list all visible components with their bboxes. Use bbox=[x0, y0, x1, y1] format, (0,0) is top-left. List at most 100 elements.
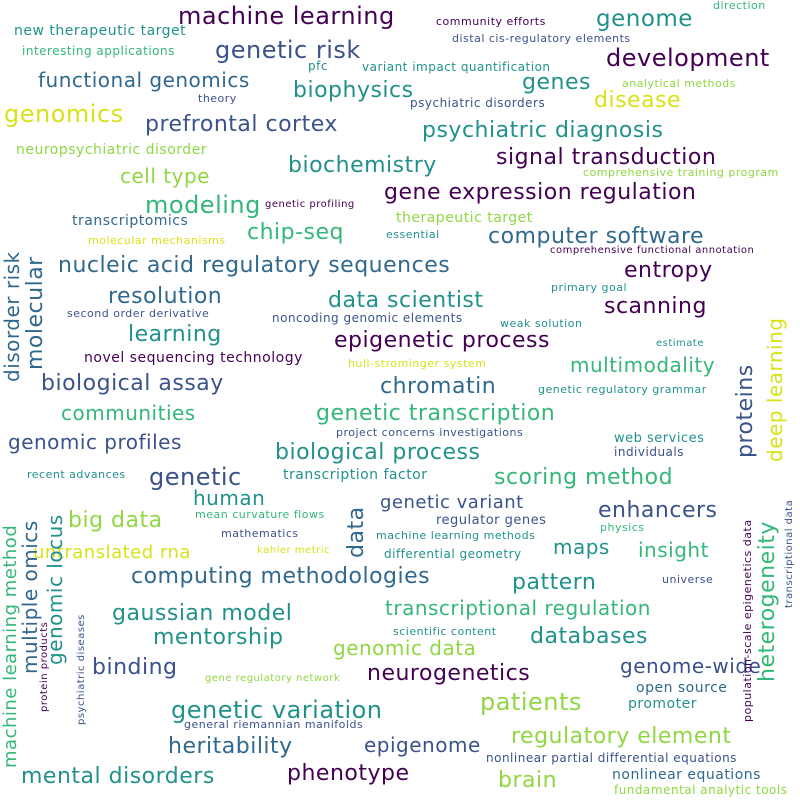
cloud-word: resolution bbox=[108, 284, 223, 309]
cloud-word: transcriptomics bbox=[72, 213, 189, 229]
cloud-word: recent advances bbox=[27, 468, 126, 481]
cloud-word: weak solution bbox=[500, 317, 583, 330]
cloud-word: cell type bbox=[120, 164, 210, 188]
cloud-word: differential geometry bbox=[384, 547, 522, 561]
cloud-word: heritability bbox=[168, 734, 293, 759]
cloud-word: epigenetic process bbox=[334, 328, 550, 353]
cloud-word: machine learning bbox=[178, 2, 395, 30]
cloud-word: general riemannian manifolds bbox=[184, 718, 364, 731]
cloud-word: brain bbox=[498, 768, 558, 793]
cloud-word: gene expression regulation bbox=[384, 180, 697, 205]
cloud-word: therapeutic target bbox=[396, 210, 533, 226]
cloud-word: universe bbox=[662, 573, 714, 586]
cloud-word: computer software bbox=[488, 224, 705, 249]
cloud-word: genetic variation bbox=[171, 696, 383, 724]
cloud-word: prefrontal cortex bbox=[145, 112, 338, 137]
cloud-word: gene regulatory network bbox=[205, 673, 341, 684]
cloud-word: mental disorders bbox=[21, 764, 215, 789]
cloud-word: chromatin bbox=[380, 374, 497, 399]
cloud-word: genes bbox=[522, 70, 591, 95]
cloud-word: individuals bbox=[614, 445, 684, 459]
cloud-word: scoring method bbox=[494, 465, 674, 490]
cloud-word: insight bbox=[638, 538, 709, 562]
cloud-word: mentorship bbox=[153, 625, 284, 650]
cloud-word: psychiatric disorders bbox=[410, 96, 546, 110]
cloud-word: regulatory element bbox=[511, 724, 732, 749]
cloud-word: functional genomics bbox=[38, 68, 250, 92]
cloud-word: direction bbox=[713, 0, 766, 12]
cloud-word: disorder risk bbox=[0, 251, 24, 382]
cloud-word: learning bbox=[128, 322, 222, 347]
cloud-word: big data bbox=[68, 508, 163, 533]
cloud-word: molecular mechanisms bbox=[88, 234, 226, 247]
cloud-word: pfc bbox=[308, 59, 328, 73]
cloud-word: mathematics bbox=[221, 527, 299, 540]
cloud-word: genomic data bbox=[333, 636, 477, 660]
cloud-word: neuropsychiatric disorder bbox=[16, 142, 208, 158]
cloud-word: computing methodologies bbox=[131, 564, 431, 589]
cloud-word: fundamental analytic tools bbox=[614, 783, 788, 797]
cloud-word: scientific content bbox=[393, 625, 497, 638]
cloud-word: nonlinear partial differential equations bbox=[486, 751, 737, 765]
cloud-word: untranslated rna bbox=[33, 542, 191, 563]
cloud-word: heterogeneity bbox=[755, 521, 780, 682]
cloud-word: genetic bbox=[149, 463, 242, 491]
cloud-word: genetic regulatory grammar bbox=[538, 383, 707, 396]
cloud-word: comprehensive functional annotation bbox=[550, 245, 755, 256]
cloud-word: machine learning methods bbox=[376, 529, 536, 542]
cloud-word: open source bbox=[636, 680, 728, 696]
cloud-word: physics bbox=[600, 521, 645, 534]
cloud-word: epigenome bbox=[364, 733, 481, 757]
cloud-word: genome bbox=[596, 6, 693, 32]
cloud-word: pattern bbox=[512, 570, 597, 595]
cloud-word: project concerns investigations bbox=[336, 426, 524, 439]
cloud-word: transcriptional regulation bbox=[385, 596, 651, 620]
cloud-word: chip-seq bbox=[247, 220, 345, 245]
cloud-word: genetic transcription bbox=[316, 401, 556, 426]
cloud-word: biophysics bbox=[293, 78, 414, 103]
cloud-word: proteins bbox=[733, 364, 758, 458]
cloud-word: entropy bbox=[624, 258, 713, 283]
cloud-word: nonlinear equations bbox=[612, 767, 761, 783]
cloud-word: development bbox=[606, 44, 770, 72]
cloud-word: protein products bbox=[39, 621, 50, 712]
cloud-word: binding bbox=[92, 655, 178, 680]
cloud-word: disease bbox=[594, 88, 682, 113]
cloud-word: primary goal bbox=[551, 281, 628, 294]
cloud-word: transcription factor bbox=[283, 467, 428, 483]
cloud-word: analytical methods bbox=[622, 77, 736, 90]
cloud-word: modeling bbox=[145, 191, 261, 219]
cloud-word: estimate bbox=[656, 338, 705, 349]
cloud-word: genome-wide bbox=[620, 654, 762, 678]
cloud-word: novel sequencing technology bbox=[84, 350, 303, 366]
cloud-word: mean curvature flows bbox=[195, 508, 325, 521]
cloud-word: kahler metric bbox=[257, 545, 331, 556]
cloud-word: nucleic acid regulatory sequences bbox=[58, 253, 451, 278]
cloud-word: theory bbox=[198, 92, 237, 105]
cloud-word: second order derivative bbox=[67, 307, 210, 320]
cloud-word: databases bbox=[530, 624, 648, 649]
cloud-word: noncoding genomic elements bbox=[272, 311, 463, 325]
cloud-word: promoter bbox=[628, 696, 697, 712]
cloud-word: community efforts bbox=[436, 15, 546, 28]
cloud-word: hull-strominger system bbox=[348, 357, 487, 370]
cloud-word: psychiatric diagnosis bbox=[422, 118, 664, 143]
cloud-word: genetic variant bbox=[380, 492, 524, 513]
cloud-word: interesting applications bbox=[22, 44, 175, 58]
cloud-word: biological process bbox=[275, 440, 481, 465]
cloud-word: regulator genes bbox=[436, 513, 547, 528]
cloud-word: biochemistry bbox=[288, 153, 437, 178]
cloud-word: multimodality bbox=[570, 353, 716, 377]
cloud-word: psychiatric diseases bbox=[76, 614, 87, 725]
cloud-word: variant impact quantification bbox=[362, 60, 551, 74]
cloud-word: data scientist bbox=[328, 288, 484, 313]
cloud-word: data bbox=[344, 506, 369, 558]
cloud-word: biological assay bbox=[41, 371, 224, 396]
cloud-word: comprehensive training program bbox=[583, 166, 779, 179]
cloud-word: web services bbox=[614, 431, 705, 446]
cloud-word: signal transduction bbox=[496, 145, 717, 170]
cloud-word: deep learning bbox=[763, 317, 787, 462]
cloud-word: genomics bbox=[4, 100, 124, 128]
cloud-word: phenotype bbox=[287, 761, 410, 786]
cloud-word: communities bbox=[61, 401, 196, 425]
